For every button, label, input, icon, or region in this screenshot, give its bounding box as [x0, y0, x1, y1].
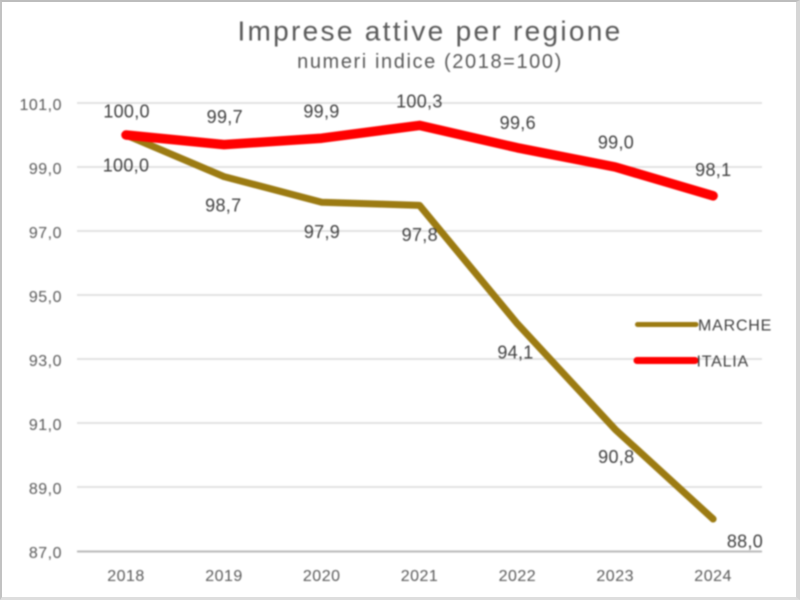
svg-text:Imprese attive per regione: Imprese attive per regione: [237, 16, 622, 47]
svg-text:94,1: 94,1: [497, 343, 533, 363]
svg-text:2021: 2021: [401, 568, 439, 585]
svg-text:2023: 2023: [596, 568, 634, 585]
svg-text:88,0: 88,0: [727, 532, 763, 552]
svg-text:MARCHE: MARCHE: [698, 317, 772, 334]
svg-text:101,0: 101,0: [19, 97, 62, 114]
svg-text:87,0: 87,0: [29, 545, 62, 562]
svg-text:2019: 2019: [205, 568, 243, 585]
svg-text:2022: 2022: [499, 568, 537, 585]
svg-text:98,7: 98,7: [205, 195, 241, 215]
svg-text:93,0: 93,0: [29, 353, 62, 370]
svg-text:100,3: 100,3: [396, 92, 443, 112]
svg-text:99,0: 99,0: [29, 161, 62, 178]
svg-text:98,1: 98,1: [695, 160, 731, 180]
svg-text:91,0: 91,0: [29, 417, 62, 434]
svg-text:99,9: 99,9: [303, 102, 339, 122]
svg-text:97,0: 97,0: [29, 225, 62, 242]
svg-text:97,8: 97,8: [402, 225, 438, 245]
svg-text:ITALIA: ITALIA: [697, 353, 750, 370]
svg-text:89,0: 89,0: [29, 481, 62, 498]
svg-text:99,6: 99,6: [500, 113, 536, 133]
svg-text:99,7: 99,7: [207, 107, 243, 127]
svg-text:100,0: 100,0: [103, 156, 150, 176]
svg-text:100,0: 100,0: [103, 101, 150, 121]
svg-text:numeri indice (2018=100): numeri indice (2018=100): [297, 51, 563, 73]
svg-text:90,8: 90,8: [598, 447, 634, 467]
svg-text:2024: 2024: [694, 568, 732, 585]
svg-text:99,0: 99,0: [598, 132, 634, 152]
svg-text:2020: 2020: [303, 568, 341, 585]
svg-text:97,9: 97,9: [304, 222, 340, 242]
svg-text:2018: 2018: [107, 568, 145, 585]
svg-text:95,0: 95,0: [29, 289, 62, 306]
